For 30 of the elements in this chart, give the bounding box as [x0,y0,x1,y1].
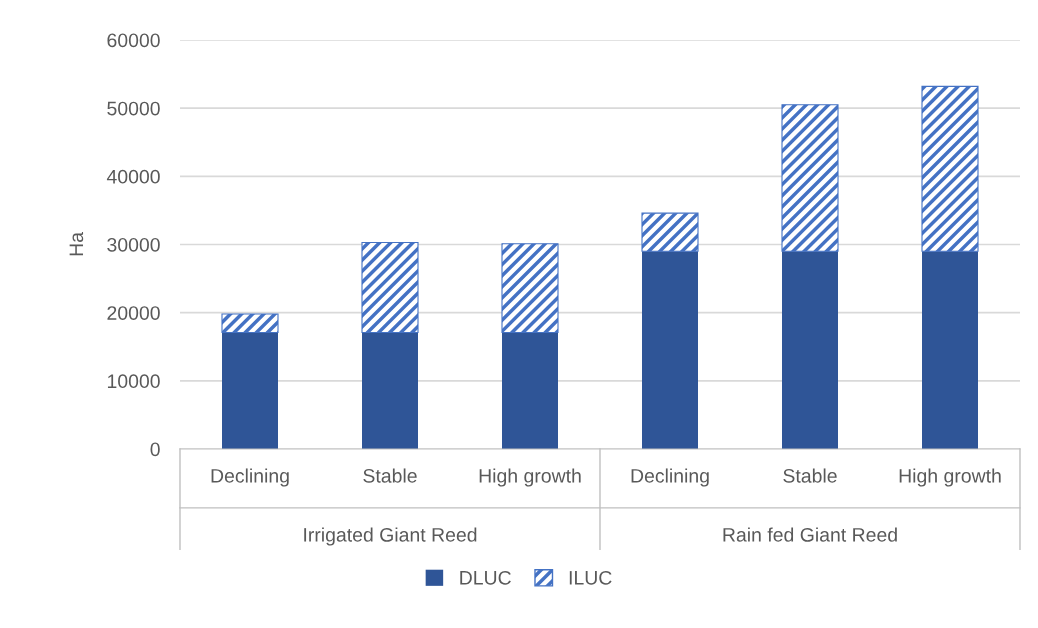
y-tick-label: 10000 [107,374,160,389]
y-tick-label: 40000 [106,169,160,184]
y-tick-label: 20000 [107,306,160,320]
x-tick-label: High growth [899,468,1001,487]
text: Irrigated Giant Reed [304,527,477,546]
x-tick-label: Declining [631,468,709,487]
y-axis-title: Ha [69,232,84,256]
text: Rain fed Giant Reed [723,527,897,542]
y-tick-label: 0 [150,442,160,457]
bar [921,85,979,252]
y-tick-label: 60000 [107,33,160,48]
bar [362,332,418,449]
bar [221,313,279,333]
legend-label: ILUC [569,570,612,585]
x-tick-label: Stable [783,468,837,483]
y-tick-label: 30000 [107,237,160,252]
bar [781,104,839,252]
bar [641,212,699,252]
x-tick-label: Declining [211,468,289,487]
bar [502,332,558,449]
legend-label: DLUC [460,570,511,585]
bar [222,332,278,449]
x-tick-label: Stable [363,468,417,483]
bar [922,251,978,449]
y-tick-label: 50000 [107,101,160,116]
bar [501,243,559,333]
bar [782,251,838,449]
x-tick-label: High growth [479,468,581,487]
bar [642,251,698,449]
bar [361,241,419,333]
